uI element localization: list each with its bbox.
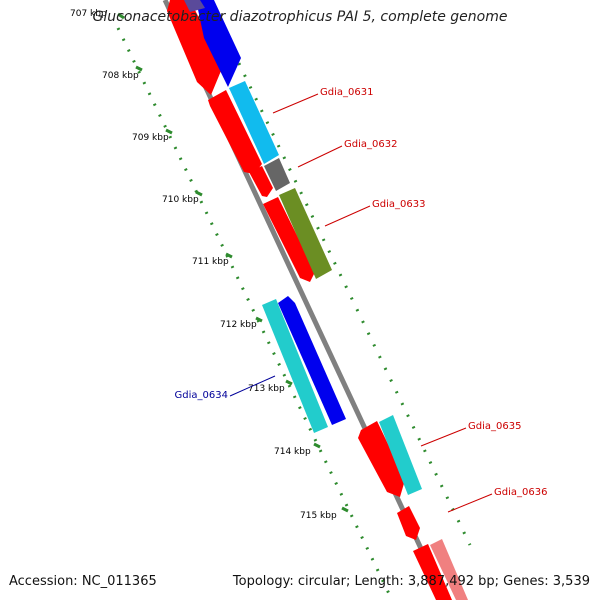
ruler-tick [135, 65, 143, 72]
leader-line [324, 205, 371, 227]
gene-arrow-cds[interactable] [208, 90, 262, 174]
gene-bar-purple[interactable] [184, 0, 205, 12]
gene-arrow-cds[interactable] [397, 506, 420, 540]
ruler-tick [285, 379, 293, 386]
gene-label-gdia_0635[interactable]: Gdia_0635 [468, 421, 521, 432]
gene-bar-grey[interactable] [264, 158, 290, 191]
gene-arrow-cds-pale[interactable] [430, 539, 468, 600]
gene-features [167, 0, 468, 600]
ruler-label: 709 kbp [132, 133, 169, 143]
leader-line [420, 427, 467, 447]
gene-arrow-cds[interactable] [358, 421, 405, 497]
gene-label-gdia_0631[interactable]: Gdia_0631 [320, 87, 373, 98]
gene-bar-olive[interactable] [279, 188, 332, 279]
ruler-tick [225, 252, 233, 259]
gene-labels: Gdia_0631 Gdia_0632 Gdia_0633 Gdia_0634 Gdia… [175, 87, 547, 513]
ruler-label: 708 kbp [102, 71, 139, 81]
ruler-label: 711 kbp [192, 257, 229, 267]
ruler-tick [255, 316, 263, 323]
gene-arrow-cds[interactable] [413, 544, 452, 600]
leader-line [297, 145, 343, 168]
ruler-tick [195, 190, 203, 197]
gene-bar-teal-0635[interactable] [379, 415, 422, 495]
leader-line [447, 493, 493, 513]
ruler-label: 712 kbp [220, 320, 257, 330]
leader-line [272, 93, 319, 114]
gene-bar-sky[interactable] [229, 81, 279, 164]
gene-arrow-cds[interactable] [249, 166, 273, 197]
gene-arrow-blue-0634[interactable] [278, 296, 346, 425]
ruler-tick [313, 442, 321, 449]
accession-text: Accession: NC_011365 [9, 574, 157, 589]
gene-bar-teal-0634[interactable] [262, 299, 328, 433]
tick-track-inner [116, 27, 394, 600]
gene-label-gdia_0634[interactable]: Gdia_0634 [175, 390, 228, 401]
ruler-label: 715 kbp [300, 511, 337, 521]
ruler-tick [117, 12, 125, 20]
ruler-label: 710 kbp [162, 195, 199, 205]
gene-label-gdia_0633[interactable]: Gdia_0633 [372, 199, 425, 210]
ruler-labels: 707 kbp 708 kbp 709 kbp 710 kbp 711 kbp 712 k… [70, 9, 349, 521]
gene-arrow-cds[interactable] [167, 0, 223, 95]
map-title: Gluconacetobacter diazotrophicus PAI 5, … [92, 9, 508, 25]
ruler-tick [341, 506, 349, 513]
genome-summary-text: Topology: circular; Length: 3,887,492 bp… [232, 574, 590, 589]
gene-bar-blue[interactable] [196, 0, 241, 87]
ruler-label: 714 kbp [274, 447, 311, 457]
ruler-label: 707 kbp [70, 9, 107, 19]
gene-label-gdia_0632[interactable]: Gdia_0632 [344, 139, 397, 150]
gene-label-gdia_0636[interactable]: Gdia_0636 [494, 487, 547, 498]
gene-arrow-cds[interactable] [263, 197, 315, 282]
tick-track-outer [220, 27, 472, 546]
ruler-label: 713 kbp [248, 384, 285, 394]
leader-line [229, 375, 276, 397]
ruler-tick [165, 128, 173, 135]
